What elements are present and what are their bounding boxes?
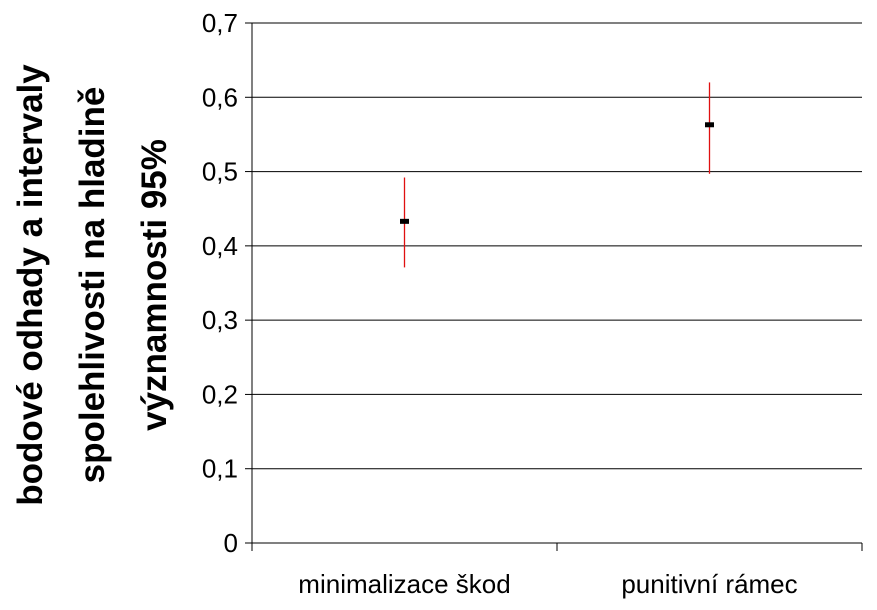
y-axis-title-line: bodové odhady a intervaly <box>11 64 50 506</box>
y-tick-label: 0,2 <box>202 379 238 409</box>
y-tick-label: 0,7 <box>202 8 238 38</box>
y-axis-title: bodové odhady a intervaly spolehlivosti n… <box>11 64 174 506</box>
point-estimate-marker <box>400 218 409 224</box>
y-tick-label: 0,6 <box>202 82 238 112</box>
data-marks <box>400 82 714 268</box>
x-tick-label: minimalizace škod <box>298 569 510 599</box>
y-tick-labels: 0 0,1 0,2 0,3 0,4 0,5 0,6 0,7 <box>202 8 238 558</box>
point-estimate-marker <box>705 122 714 128</box>
axes <box>245 22 863 551</box>
y-tick-label: 0 <box>224 528 238 558</box>
x-tick-labels: minimalizace škod punitivní rámec <box>298 569 797 599</box>
y-tick-label: 0,1 <box>202 454 238 484</box>
x-tick-label: punitivní rámec <box>621 569 797 599</box>
y-tick-label: 0,5 <box>202 157 238 187</box>
gridlines <box>252 22 862 470</box>
y-axis-title-group: bodové odhady a intervaly spolehlivosti n… <box>11 64 174 506</box>
y-tick-label: 0,3 <box>202 305 238 335</box>
y-axis-title-line: spolehlivosti na hladině <box>73 87 112 484</box>
y-tick-label: 0,4 <box>202 231 238 261</box>
y-axis-title-line: významnosti 95% <box>135 139 174 431</box>
